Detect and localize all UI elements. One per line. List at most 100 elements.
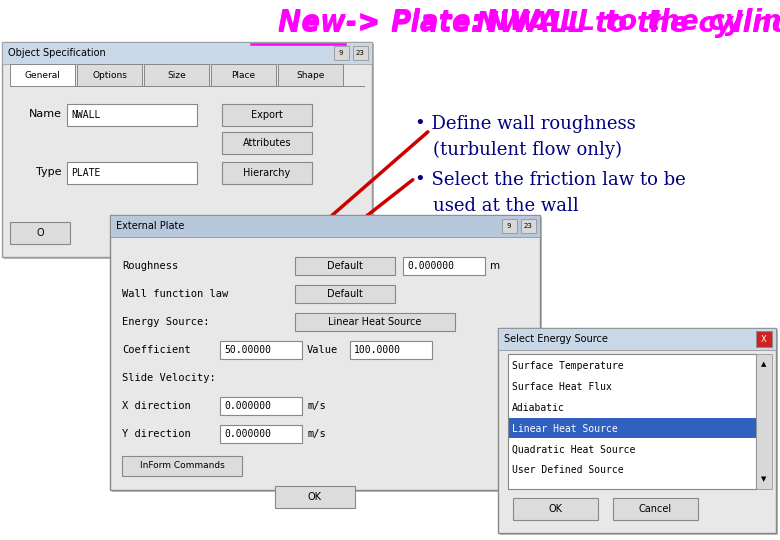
Bar: [295, 313, 455, 331]
Text: Linear Heat Source: Linear Heat Source: [512, 424, 618, 434]
Text: Y direction: Y direction: [122, 429, 191, 439]
Bar: [334, 46, 349, 60]
Text: NWALL to the cylinder in cross flow: NWALL to the cylinder in cross flow: [476, 8, 780, 36]
Bar: [613, 498, 698, 520]
Text: Roughness: Roughness: [122, 261, 179, 271]
Bar: [756, 331, 772, 347]
Text: 23: 23: [356, 50, 364, 56]
Text: Place: Place: [232, 71, 256, 79]
Text: 0.000000: 0.000000: [224, 429, 271, 439]
Text: General: General: [24, 71, 60, 79]
Bar: [2, 42, 372, 64]
Bar: [67, 162, 197, 184]
Bar: [122, 456, 242, 476]
Bar: [353, 46, 368, 60]
Text: Type: Type: [37, 167, 62, 177]
Text: 50.00000: 50.00000: [224, 345, 271, 355]
Bar: [295, 285, 395, 303]
Bar: [10, 222, 70, 244]
Bar: [10, 64, 75, 86]
Text: 0.000000: 0.000000: [407, 261, 454, 271]
Text: PLATE: PLATE: [71, 168, 101, 178]
Text: used at the wall: used at the wall: [433, 197, 579, 215]
Text: ▼: ▼: [761, 476, 767, 482]
Text: InForm Commands: InForm Commands: [140, 462, 225, 470]
Text: X: X: [761, 334, 767, 343]
Text: Linear Heat Source: Linear Heat Source: [328, 317, 422, 327]
Text: ▲: ▲: [761, 361, 767, 367]
Text: Default: Default: [327, 289, 363, 299]
Text: • Select the friction law to be: • Select the friction law to be: [415, 171, 686, 189]
Text: Select Energy Source: Select Energy Source: [504, 334, 608, 344]
Bar: [222, 104, 312, 126]
Text: Plate:: Plate:: [390, 8, 482, 36]
Bar: [222, 162, 312, 184]
Bar: [4, 44, 374, 259]
Bar: [110, 215, 540, 237]
Text: m: m: [490, 261, 500, 271]
Bar: [2, 42, 372, 257]
Text: Export: Export: [251, 110, 283, 120]
Bar: [278, 64, 343, 86]
Bar: [295, 257, 395, 275]
Bar: [222, 132, 312, 154]
Text: New->: New->: [278, 10, 390, 38]
Bar: [350, 341, 432, 359]
Bar: [77, 64, 142, 86]
Bar: [110, 215, 540, 490]
Text: Surface Temperature: Surface Temperature: [512, 361, 624, 372]
Text: Name: Name: [29, 109, 62, 119]
Text: New->: New->: [278, 8, 390, 36]
Text: 23: 23: [523, 223, 533, 229]
Text: OK: OK: [548, 504, 562, 514]
Bar: [508, 354, 756, 489]
Bar: [513, 498, 598, 520]
Text: Quadratic Heat Source: Quadratic Heat Source: [512, 444, 636, 455]
Text: NWALL: NWALL: [71, 110, 101, 120]
Text: Wall function law: Wall function law: [122, 289, 229, 299]
Text: User Defined Source: User Defined Source: [512, 465, 624, 475]
Bar: [144, 64, 209, 86]
Bar: [502, 219, 517, 233]
Text: Default: Default: [327, 261, 363, 271]
Bar: [500, 330, 778, 535]
Text: Size: Size: [167, 71, 186, 79]
Text: X direction: X direction: [122, 401, 191, 411]
Text: Options: Options: [92, 71, 127, 79]
Text: 9: 9: [507, 223, 511, 229]
Text: (turbulent flow only): (turbulent flow only): [433, 141, 622, 159]
Bar: [220, 341, 302, 359]
Text: m/s: m/s: [307, 401, 326, 411]
Text: Adiabatic: Adiabatic: [512, 403, 565, 413]
Text: Energy Source:: Energy Source:: [122, 317, 210, 327]
Text: Hierarchy: Hierarchy: [243, 168, 291, 178]
Text: Attributes: Attributes: [243, 138, 291, 148]
Text: 0.000000: 0.000000: [224, 401, 271, 411]
Text: External Plate: External Plate: [116, 221, 184, 231]
Text: OK: OK: [308, 492, 322, 502]
Bar: [67, 104, 197, 126]
Text: Surface Heat Flux: Surface Heat Flux: [512, 382, 612, 392]
Text: • Define wall roughness: • Define wall roughness: [415, 115, 636, 133]
Text: Object Specification: Object Specification: [8, 48, 106, 58]
Bar: [220, 425, 302, 443]
Bar: [521, 219, 536, 233]
Bar: [498, 328, 776, 350]
Text: NWALL to the cylinder in cross flow: NWALL to the cylinder in cross flow: [466, 10, 780, 38]
Text: O: O: [36, 228, 44, 238]
Bar: [509, 418, 756, 438]
Text: 9: 9: [339, 50, 343, 56]
Text: m/s: m/s: [307, 429, 326, 439]
Text: 100.0000: 100.0000: [354, 345, 401, 355]
Text: Plate:: Plate:: [390, 10, 482, 38]
Text: Cancel: Cancel: [639, 504, 672, 514]
Text: Shape: Shape: [296, 71, 324, 79]
Bar: [498, 328, 776, 533]
Bar: [211, 64, 276, 86]
Text: Value: Value: [307, 345, 339, 355]
Bar: [112, 217, 542, 492]
Bar: [220, 397, 302, 415]
Bar: [756, 354, 772, 489]
Bar: [275, 486, 355, 508]
Text: Coefficient: Coefficient: [122, 345, 191, 355]
